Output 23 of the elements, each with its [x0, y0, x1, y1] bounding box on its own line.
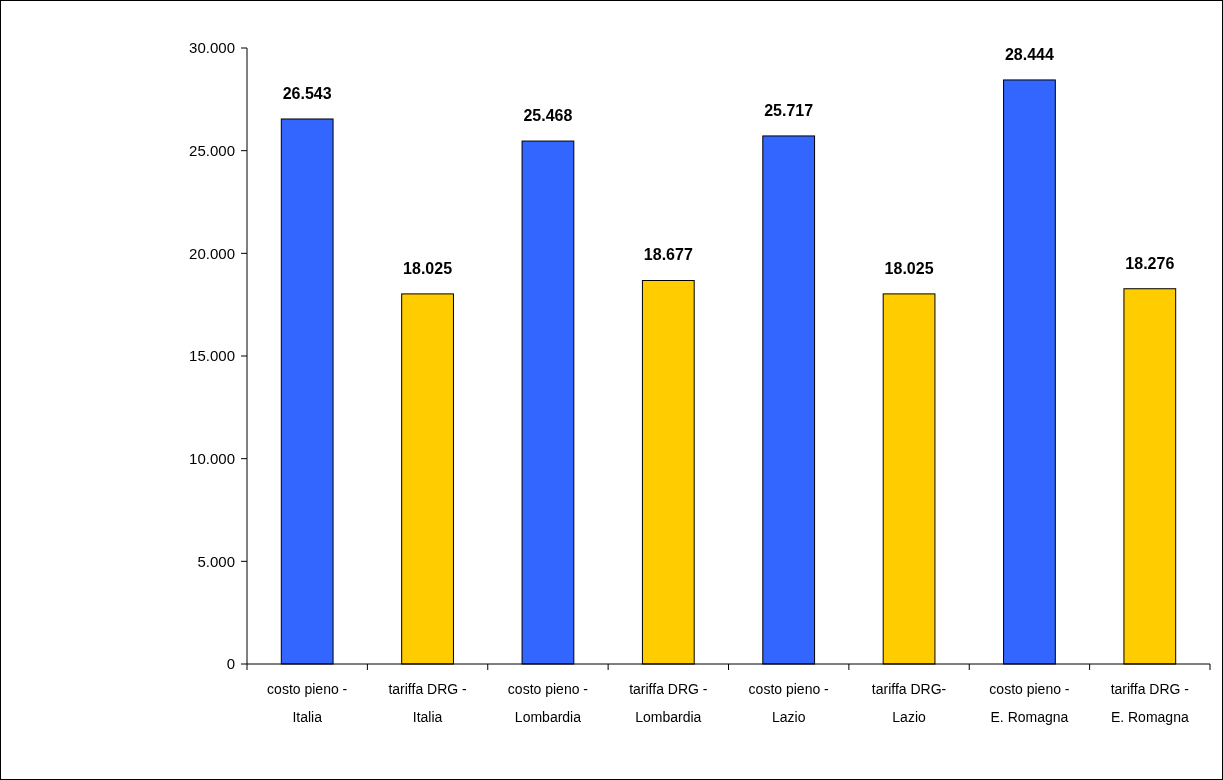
data-label: 26.543 [282, 84, 332, 102]
y-tick-label: 25.000 [189, 141, 235, 159]
x-tick-label: tariffa DRG - Italia [388, 681, 468, 725]
y-tick-label: 30.000 [189, 39, 235, 57]
x-tick-label: costo pieno - E. Romagna [989, 681, 1070, 725]
y-tick-label: 10.000 [189, 449, 235, 467]
data-label: 25.717 [764, 101, 814, 119]
x-tick-label: tariffa DRG - E. Romagna [1110, 681, 1190, 725]
y-tick-label: 0 [226, 655, 235, 673]
data-label: 25.468 [523, 107, 573, 125]
y-tick-label: 5.000 [197, 552, 235, 570]
data-label: 18.025 [403, 259, 453, 277]
x-tick-label: costo pieno - Italia [267, 681, 348, 725]
x-tick-label: costo pieno - Lazio [748, 681, 830, 725]
data-label: 18.025 [884, 259, 934, 277]
x-tick-label: tariffa DRG- Lazio [871, 681, 947, 725]
y-tick-label: 15.000 [189, 347, 235, 365]
x-tick-label: costo pieno - Lombardia [507, 681, 589, 725]
data-label: 28.444 [1004, 45, 1055, 63]
x-tick-label: tariffa DRG - Lombardia [629, 681, 708, 725]
data-label: 18.276 [1125, 254, 1175, 272]
data-label: 18.677 [643, 246, 693, 264]
y-tick-label: 20.000 [189, 244, 235, 262]
